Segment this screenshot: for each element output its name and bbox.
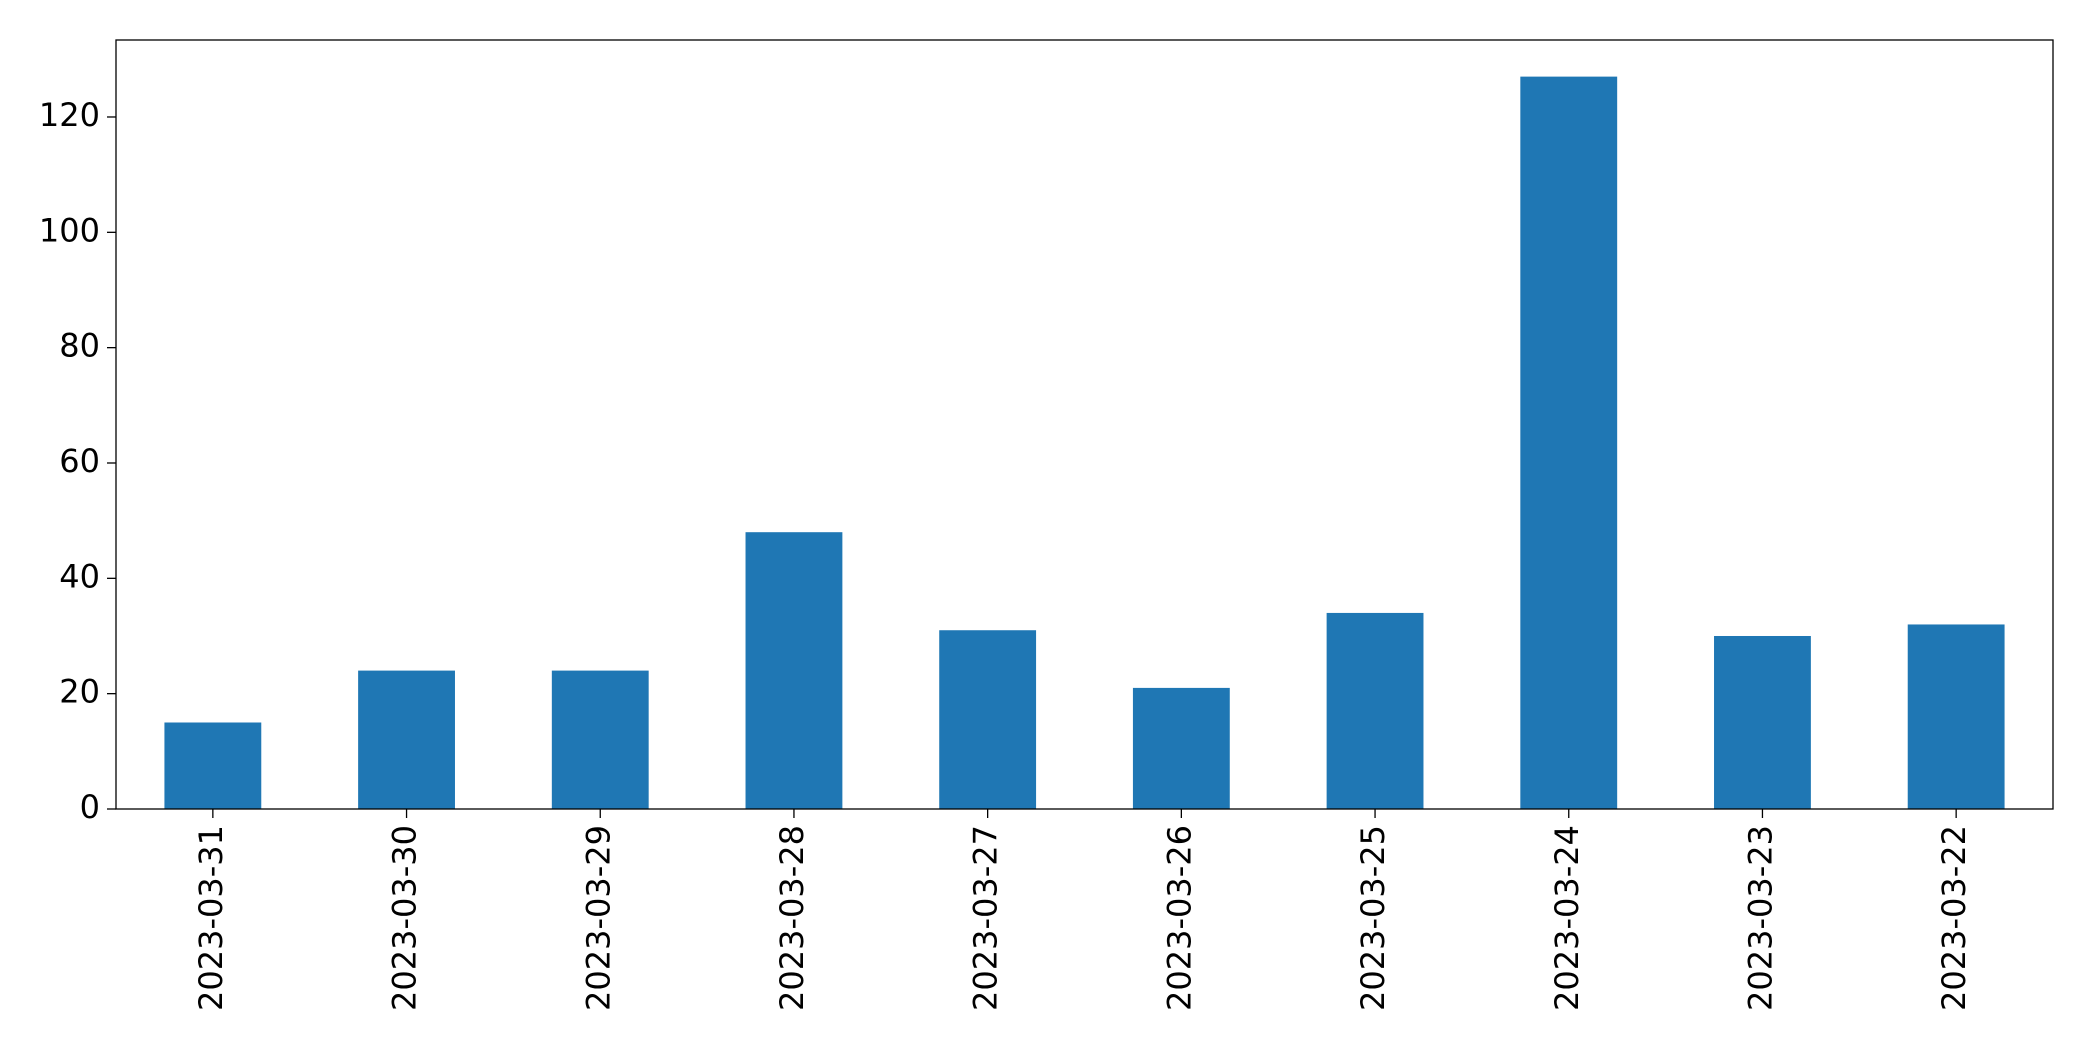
x-tick-label: 2023-03-27 xyxy=(967,825,1005,1011)
y-tick-label: 100 xyxy=(39,211,100,249)
x-tick-label: 2023-03-22 xyxy=(1935,825,1973,1011)
bar xyxy=(358,670,455,809)
bar xyxy=(1132,687,1230,809)
x-tick-label: 2023-03-24 xyxy=(1548,825,1586,1011)
bar xyxy=(1907,624,2005,809)
y-tick-label: 60 xyxy=(59,442,100,480)
bar xyxy=(745,532,843,809)
x-tick-label: 2023-03-25 xyxy=(1354,825,1392,1011)
x-tick-label: 2023-03-26 xyxy=(1160,825,1198,1011)
x-tick-label: 2023-03-28 xyxy=(773,825,811,1011)
x-tick-label: 2023-03-30 xyxy=(386,825,424,1011)
bar xyxy=(939,630,1037,809)
y-tick-label: 40 xyxy=(59,557,100,595)
x-tick-label: 2023-03-23 xyxy=(1741,825,1779,1011)
y-tick-label: 0 xyxy=(80,788,100,826)
bar xyxy=(1520,76,1618,810)
bar xyxy=(1714,635,1811,809)
bar xyxy=(1326,612,1424,809)
x-tick-label: 2023-03-31 xyxy=(192,825,230,1011)
plot-frame xyxy=(115,39,2054,810)
x-tick-label: 2023-03-29 xyxy=(579,825,617,1011)
y-tick-label: 20 xyxy=(59,673,100,711)
bar xyxy=(551,670,649,809)
bar xyxy=(164,722,262,809)
y-tick-label: 80 xyxy=(59,327,100,365)
y-tick-label: 120 xyxy=(39,96,100,134)
